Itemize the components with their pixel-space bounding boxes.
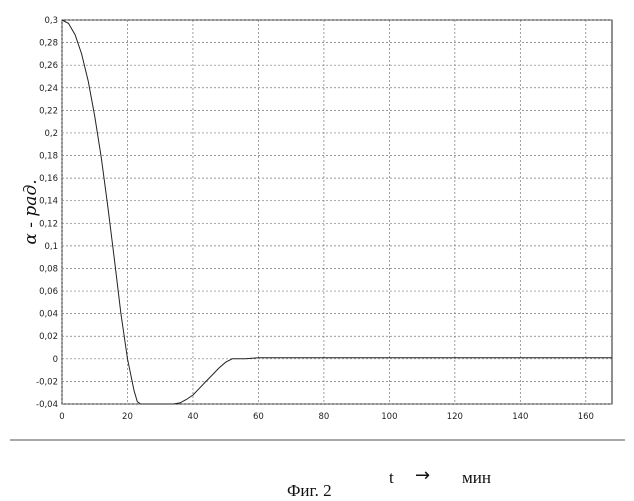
y-tick-label: 0,06	[39, 287, 58, 297]
x-variable-label: t	[389, 468, 394, 488]
x-tick-label: 100	[381, 412, 397, 422]
y-tick-label: 0,14	[39, 197, 58, 207]
y-tick-label: 0,24	[39, 84, 58, 94]
x-tick-label: 0	[59, 412, 64, 422]
x-tick-label: 60	[253, 412, 264, 422]
y-tick-label: 0,04	[39, 310, 58, 320]
x-tick-label: 40	[188, 412, 199, 422]
arrow-icon: →	[415, 465, 430, 486]
x-tick-label: 20	[122, 412, 133, 422]
y-tick-label: 0,12	[39, 219, 58, 229]
y-tick-label: 0,02	[39, 332, 58, 342]
y-tick-label: 0	[53, 355, 58, 365]
x-tick-label: 80	[318, 412, 329, 422]
y-tick-label: -0,04	[36, 400, 58, 410]
x-tick-label: 120	[447, 412, 463, 422]
y-axis-label: α - рад.	[21, 179, 41, 244]
x-tick-label: 160	[578, 412, 594, 422]
y-tick-label: 0,1	[44, 242, 58, 252]
x-tick-labels: 0 20 40 60 80 100 120 140 160	[59, 412, 594, 422]
y-tick-label: 0,16	[39, 174, 58, 184]
y-tick-label: 0,18	[39, 152, 58, 162]
y-tick-label: 0,22	[39, 106, 58, 116]
plot-frame	[62, 20, 612, 404]
x-tick-label: 140	[512, 412, 528, 422]
y-tick-label: 0,08	[39, 264, 58, 274]
y-tick-label: 0,2	[44, 129, 58, 139]
y-tick-label: -0,02	[36, 377, 58, 387]
figure-caption: Фиг. 2	[287, 481, 332, 501]
y-tick-label: 0,28	[39, 39, 58, 49]
y-tick-label: 0,26	[39, 61, 58, 71]
x-unit-label: мин	[462, 468, 491, 488]
y-tick-label: 0,3	[44, 16, 58, 26]
